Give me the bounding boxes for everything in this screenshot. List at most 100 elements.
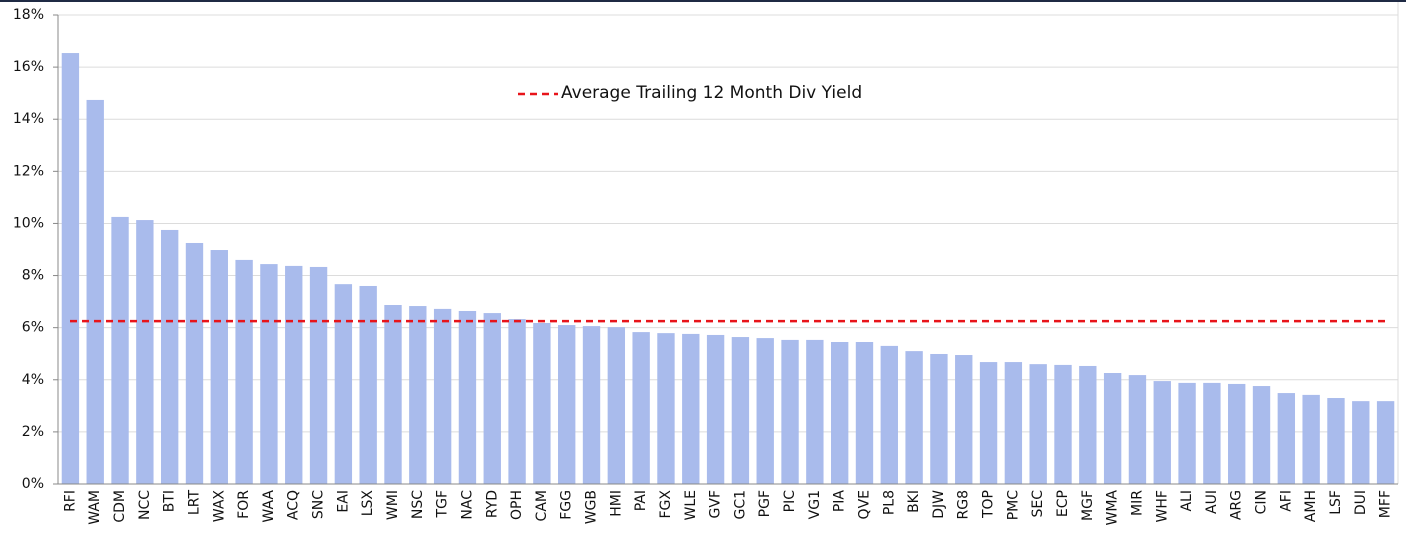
x-tick-label: ALI (1179, 490, 1195, 512)
x-tick-label: BTI (162, 490, 178, 512)
y-tick-label: 14% (13, 111, 44, 127)
bar (160, 229, 179, 484)
x-tick-label: PGF (757, 490, 773, 517)
x-tick-label: ECP (1055, 490, 1071, 517)
bar (905, 351, 923, 484)
bar (1178, 382, 1196, 484)
bar (1029, 364, 1047, 484)
bar (855, 341, 874, 484)
x-tick-label: WMA (1105, 490, 1121, 526)
x-tick-label: SNC (311, 490, 327, 519)
y-tick-label: 6% (22, 320, 44, 336)
x-tick-label: BKI (906, 490, 922, 513)
bar (136, 220, 154, 484)
bar (955, 355, 973, 484)
bar (1302, 394, 1320, 484)
x-tick-label: AUI (1204, 490, 1220, 514)
bar (1004, 362, 1023, 484)
bar (235, 259, 253, 484)
y-tick-label: 12% (13, 163, 44, 179)
bar (1153, 381, 1171, 484)
y-tick-label: 16% (13, 59, 44, 75)
x-tick-label: WLE (683, 490, 699, 521)
y-tick-label: 8% (22, 268, 44, 284)
x-tick-label: WAM (87, 490, 103, 525)
bar (458, 310, 477, 484)
x-tick-label: RG8 (956, 490, 972, 519)
x-tick-label: MFF (1378, 490, 1394, 518)
bar (1228, 383, 1246, 484)
x-tick-label: AMH (1303, 490, 1319, 522)
bar (1079, 365, 1097, 484)
bar (1327, 398, 1345, 484)
bar (706, 334, 725, 484)
x-tick-label: HMI (608, 490, 624, 517)
bar (508, 319, 526, 484)
bar (731, 337, 750, 484)
bar (880, 345, 898, 484)
x-tick-label: NSC (410, 490, 426, 519)
legend-label: Average Trailing 12 Month Div Yield (561, 83, 862, 103)
x-tick-label: AFI (1278, 490, 1294, 512)
bar (111, 216, 129, 485)
y-tick-label: 10% (13, 215, 44, 231)
x-tick-label: SEC (1030, 490, 1046, 518)
bar (979, 362, 998, 484)
y-tick-label: 18% (13, 7, 44, 23)
y-tick-label: 4% (22, 372, 44, 388)
bar (930, 353, 948, 484)
bar (309, 266, 328, 484)
x-tick-label: WGB (584, 490, 600, 524)
x-tick-label: CAM (534, 490, 550, 521)
x-tick-label: LSF (1328, 490, 1344, 515)
bar (607, 327, 626, 484)
x-tick-label: NCC (137, 490, 153, 520)
x-tick-label: WMI (385, 490, 401, 520)
x-tick-label: NAC (459, 490, 475, 520)
bar (558, 325, 576, 484)
x-tick-label: DUI (1353, 490, 1369, 515)
bar (1376, 401, 1395, 484)
x-tick-label: DJW (931, 490, 947, 519)
x-tick-label: PMC (1005, 490, 1021, 521)
x-tick-label: FGX (658, 490, 674, 519)
x-tick-label: RYD (484, 490, 500, 518)
bar (61, 53, 80, 485)
x-tick-label: RFI (62, 490, 78, 512)
x-tick-label: LRT (186, 490, 202, 516)
x-tick-label: WHF (1154, 490, 1170, 522)
y-tick-label: 0% (22, 476, 44, 492)
bar (1252, 386, 1271, 484)
bar (260, 264, 278, 484)
bar (433, 308, 452, 484)
bar (483, 313, 501, 484)
bar (582, 326, 601, 484)
x-tick-label: PIA (832, 490, 848, 513)
x-tick-label: PAI (633, 490, 649, 511)
top-border (0, 0, 1406, 2)
x-tick-label: MGF (1080, 490, 1096, 521)
bar (334, 284, 353, 484)
bar (781, 339, 799, 484)
x-tick-label: PL8 (881, 490, 897, 515)
bar (86, 99, 104, 485)
y-tick-label: 2% (22, 424, 44, 440)
x-tick-label: WAX (211, 490, 227, 523)
x-tick-label: TGF (435, 490, 451, 518)
x-tick-label: CDM (112, 490, 128, 523)
bar (1103, 373, 1122, 484)
x-tick-label: MIR (1129, 490, 1145, 516)
bar (1203, 382, 1221, 484)
bar (1128, 375, 1147, 484)
x-tick-label: QVE (856, 490, 872, 519)
x-tick-label: WAA (261, 490, 277, 523)
x-tick-label: FGG (559, 490, 575, 520)
bar (1352, 401, 1370, 484)
bar (1277, 393, 1296, 484)
x-tick-label: OPH (509, 490, 525, 520)
x-tick-label: TOP (981, 490, 997, 519)
bar (1054, 364, 1072, 484)
bar (632, 332, 650, 484)
x-tick-label: GC1 (732, 490, 748, 520)
